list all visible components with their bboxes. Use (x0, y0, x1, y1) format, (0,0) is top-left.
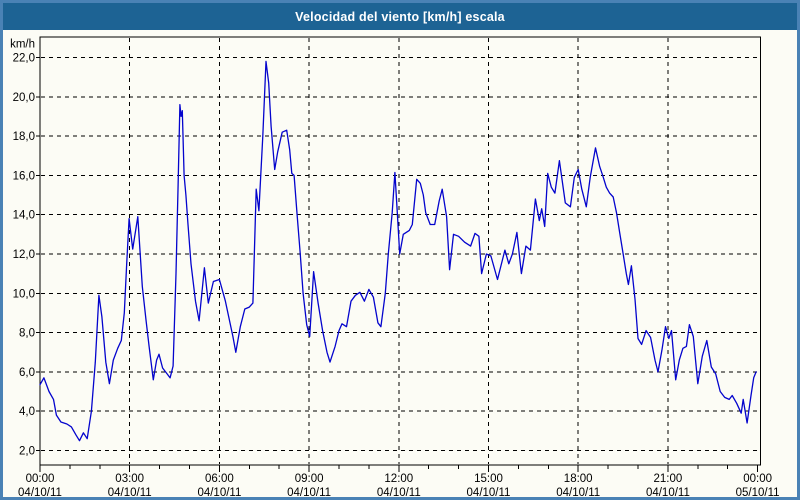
x-tick-time-label: 09:00 (295, 473, 324, 485)
x-tick-time-label: 06:00 (205, 473, 234, 485)
plot-border (39, 36, 761, 466)
y-tick-label: 14,0 (13, 210, 35, 222)
x-tick-date-label: 04/10/11 (287, 487, 331, 497)
y-tick-label: 16,0 (13, 170, 35, 182)
wind-speed-chart: 22,0 20,0 18,0 16,0 14,0 12,0 10,0 8,0 6,0 4,0 2,0… (10, 36, 780, 497)
x-tick-date-label: 04/10/11 (197, 487, 241, 497)
x-tick-date-label: 04/10/11 (377, 487, 421, 497)
x-tick-date-label: 04/10/11 (467, 487, 511, 497)
y-tick-label: 2,0 (19, 446, 35, 458)
y-tick-label: 22,0 (13, 53, 35, 65)
chart-title: Velocidad del viento [km/h] escala (295, 9, 505, 24)
x-tick-time-label: 15:00 (474, 473, 503, 485)
y-tick-label: 6,0 (19, 367, 35, 379)
y-tick-label: 20,0 (13, 92, 35, 104)
y-tick-label: 10,0 (13, 288, 35, 300)
x-tick-time-label: 12:00 (384, 473, 413, 485)
x-tick-date-label: 04/10/11 (18, 487, 62, 497)
y-tick-label: 12,0 (13, 249, 35, 261)
x-tick-time-label: 21:00 (654, 473, 683, 485)
x-tick-date-label: 04/10/11 (108, 487, 152, 497)
chart-title-bar: Velocidad del viento [km/h] escala (3, 3, 797, 30)
x-tick-date-label: 04/10/11 (556, 487, 600, 497)
wind-speed-line (39, 60, 757, 442)
x-tick-time-label: 03:00 (115, 473, 144, 485)
y-axis-unit-label: km/h (10, 39, 35, 51)
x-tick-time-label: 18:00 (564, 473, 593, 485)
y-tick-label: 18,0 (13, 131, 35, 143)
x-tick-date-label: 05/10/11 (736, 487, 780, 497)
x-tick-time-label: 00:00 (26, 473, 55, 485)
x-tick-date-label: 04/10/11 (646, 487, 690, 497)
y-tick-label: 8,0 (19, 328, 35, 340)
plot-region: 22,0 20,0 18,0 16,0 14,0 12,0 10,0 8,0 6,0 4,0 2,0… (3, 30, 797, 497)
x-tick-time-label: 00:00 (743, 473, 772, 485)
y-tick-label: 4,0 (19, 406, 35, 418)
